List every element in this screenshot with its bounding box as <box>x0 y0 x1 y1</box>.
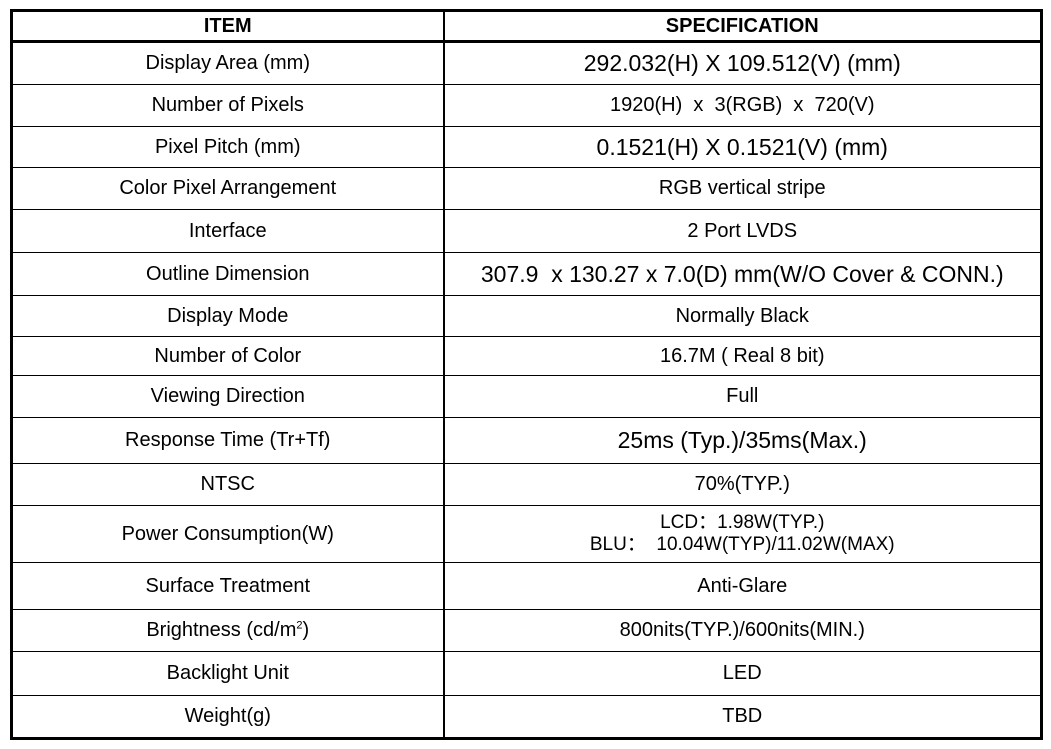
item-cell: Pixel Pitch (mm) <box>11 126 445 168</box>
item-cell: Power Consumption(W) <box>11 505 445 563</box>
item-cell: Display Mode <box>11 295 445 337</box>
item-cell: Brightness (cd/m2) <box>11 609 445 652</box>
item-cell: Weight(g) <box>11 695 445 739</box>
header-specification: SPECIFICATION <box>443 10 1042 43</box>
item-cell: Backlight Unit <box>11 651 445 696</box>
item-cell: NTSC <box>11 463 445 506</box>
spec-cell: LED <box>443 651 1042 696</box>
spec-cell: 16.7M ( Real 8 bit) <box>443 336 1042 376</box>
spec-cell: 2 Port LVDS <box>443 209 1042 253</box>
item-cell: Interface <box>11 209 445 253</box>
table-row: Viewing Direction Full <box>11 375 1042 418</box>
table-row: Interface 2 Port LVDS <box>11 209 1042 253</box>
spec-cell: TBD <box>443 695 1042 739</box>
spec-cell: 292.032(H) X 109.512(V) (mm) <box>443 41 1042 85</box>
item-suffix: ) <box>302 619 310 641</box>
spec-line-lcd: LCD：1.98W(TYP.) <box>660 512 825 533</box>
spec-cell: Normally Black <box>443 295 1042 337</box>
spec-cell: RGB vertical stripe <box>443 167 1042 210</box>
table-row: Surface Treatment Anti-Glare <box>11 562 1042 610</box>
spec-cell: Anti-Glare <box>443 562 1042 610</box>
item-cell: Viewing Direction <box>11 375 445 418</box>
table-row: Number of Pixels 1920(H) x 3(RGB) x 720(V… <box>11 84 1042 127</box>
item-cell: Number of Color <box>11 336 445 376</box>
table-row: Outline Dimension 307.9 x 130.27 x 7.0(D)… <box>11 252 1042 296</box>
table-header-row: ITEM SPECIFICATION <box>11 10 1042 43</box>
item-cell: Surface Treatment <box>11 562 445 610</box>
spec-line-blu: BLU： 10.04W(TYP)/11.02W(MAX) <box>589 534 895 555</box>
spec-cell: LCD：1.98W(TYP.) BLU： 10.04W(TYP)/11.02W(… <box>443 505 1042 563</box>
table-row: Pixel Pitch (mm) 0.1521(H) X 0.1521(V) (m… <box>11 126 1042 168</box>
specification-table: ITEM SPECIFICATION Display Area (mm) 292.… <box>10 9 1043 740</box>
table-row: Power Consumption(W) LCD：1.98W(TYP.) BLU… <box>11 505 1042 563</box>
table-row: Display Mode Normally Black <box>11 295 1042 337</box>
table-row: Brightness (cd/m2) 800nits(TYP.)/600nits(… <box>11 609 1042 652</box>
item-cell: Number of Pixels <box>11 84 445 127</box>
spec-cell: 25ms (Typ.)/35ms(Max.) <box>443 417 1042 464</box>
spec-cell: 70%(TYP.) <box>443 463 1042 506</box>
header-item: ITEM <box>11 10 445 43</box>
table-row: Weight(g) TBD <box>11 695 1042 739</box>
table-row: Color Pixel Arrangement RGB vertical stri… <box>11 167 1042 210</box>
item-text: Brightness (cd/m <box>146 619 297 641</box>
spec-cell: 800nits(TYP.)/600nits(MIN.) <box>443 609 1042 652</box>
spec-cell: 0.1521(H) X 0.1521(V) (mm) <box>443 126 1042 168</box>
table-row: Number of Color 16.7M ( Real 8 bit) <box>11 336 1042 376</box>
table-row: NTSC 70%(TYP.) <box>11 463 1042 506</box>
item-superscript: 2 <box>296 619 303 632</box>
table-row: Response Time (Tr+Tf) 25ms (Typ.)/35ms(Ma… <box>11 417 1042 464</box>
spec-cell: 307.9 x 130.27 x 7.0(D) mm(W/O Cover & C… <box>443 252 1042 296</box>
item-cell: Outline Dimension <box>11 252 445 296</box>
spec-cell: Full <box>443 375 1042 418</box>
item-cell: Color Pixel Arrangement <box>11 167 445 210</box>
item-cell: Response Time (Tr+Tf) <box>11 417 445 464</box>
item-cell: Display Area (mm) <box>11 41 445 85</box>
table-row: Backlight Unit LED <box>11 651 1042 696</box>
table-row: Display Area (mm) 292.032(H) X 109.512(V)… <box>11 41 1042 85</box>
spec-cell: 1920(H) x 3(RGB) x 720(V) <box>443 84 1042 127</box>
